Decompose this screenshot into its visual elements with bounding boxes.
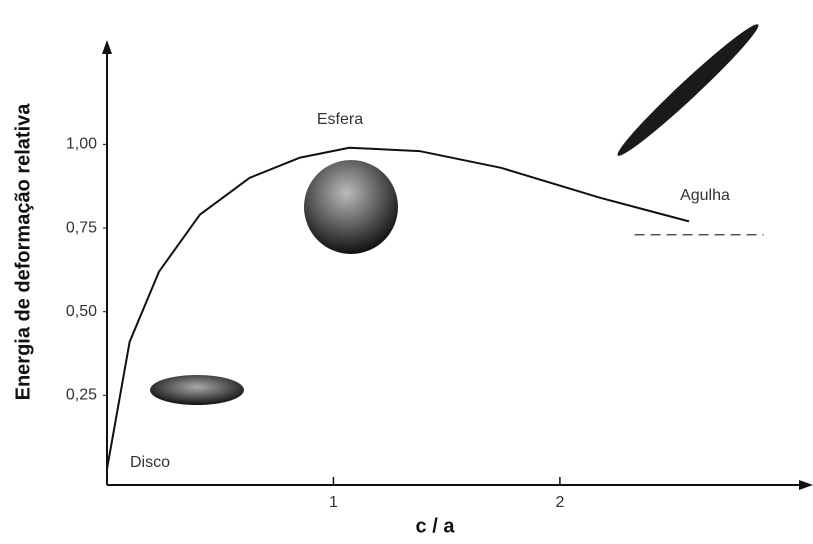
axes	[102, 40, 813, 490]
x-tick-label: 1	[329, 494, 338, 511]
sphere-illustration	[304, 160, 398, 254]
needle-illustration	[617, 24, 759, 156]
x-axis-title: c / a	[416, 515, 456, 537]
y-tick-label: 0,75	[66, 219, 97, 236]
y-tick-label: 1,00	[66, 136, 97, 153]
annotation: Esfera	[317, 111, 363, 128]
y-tick-label: 0,25	[66, 387, 97, 404]
annotation: Disco	[130, 454, 170, 471]
annotation: Agulha	[680, 187, 730, 204]
y-axis-title: Energia de deformação relativa	[12, 103, 34, 401]
curve	[106, 146, 690, 470]
x-axis-arrow	[799, 480, 813, 490]
disc-illustration	[150, 375, 244, 405]
y-axis-arrow	[102, 40, 112, 54]
y-tick-label: 0,50	[66, 303, 97, 320]
x-tick-label: 2	[555, 494, 564, 511]
